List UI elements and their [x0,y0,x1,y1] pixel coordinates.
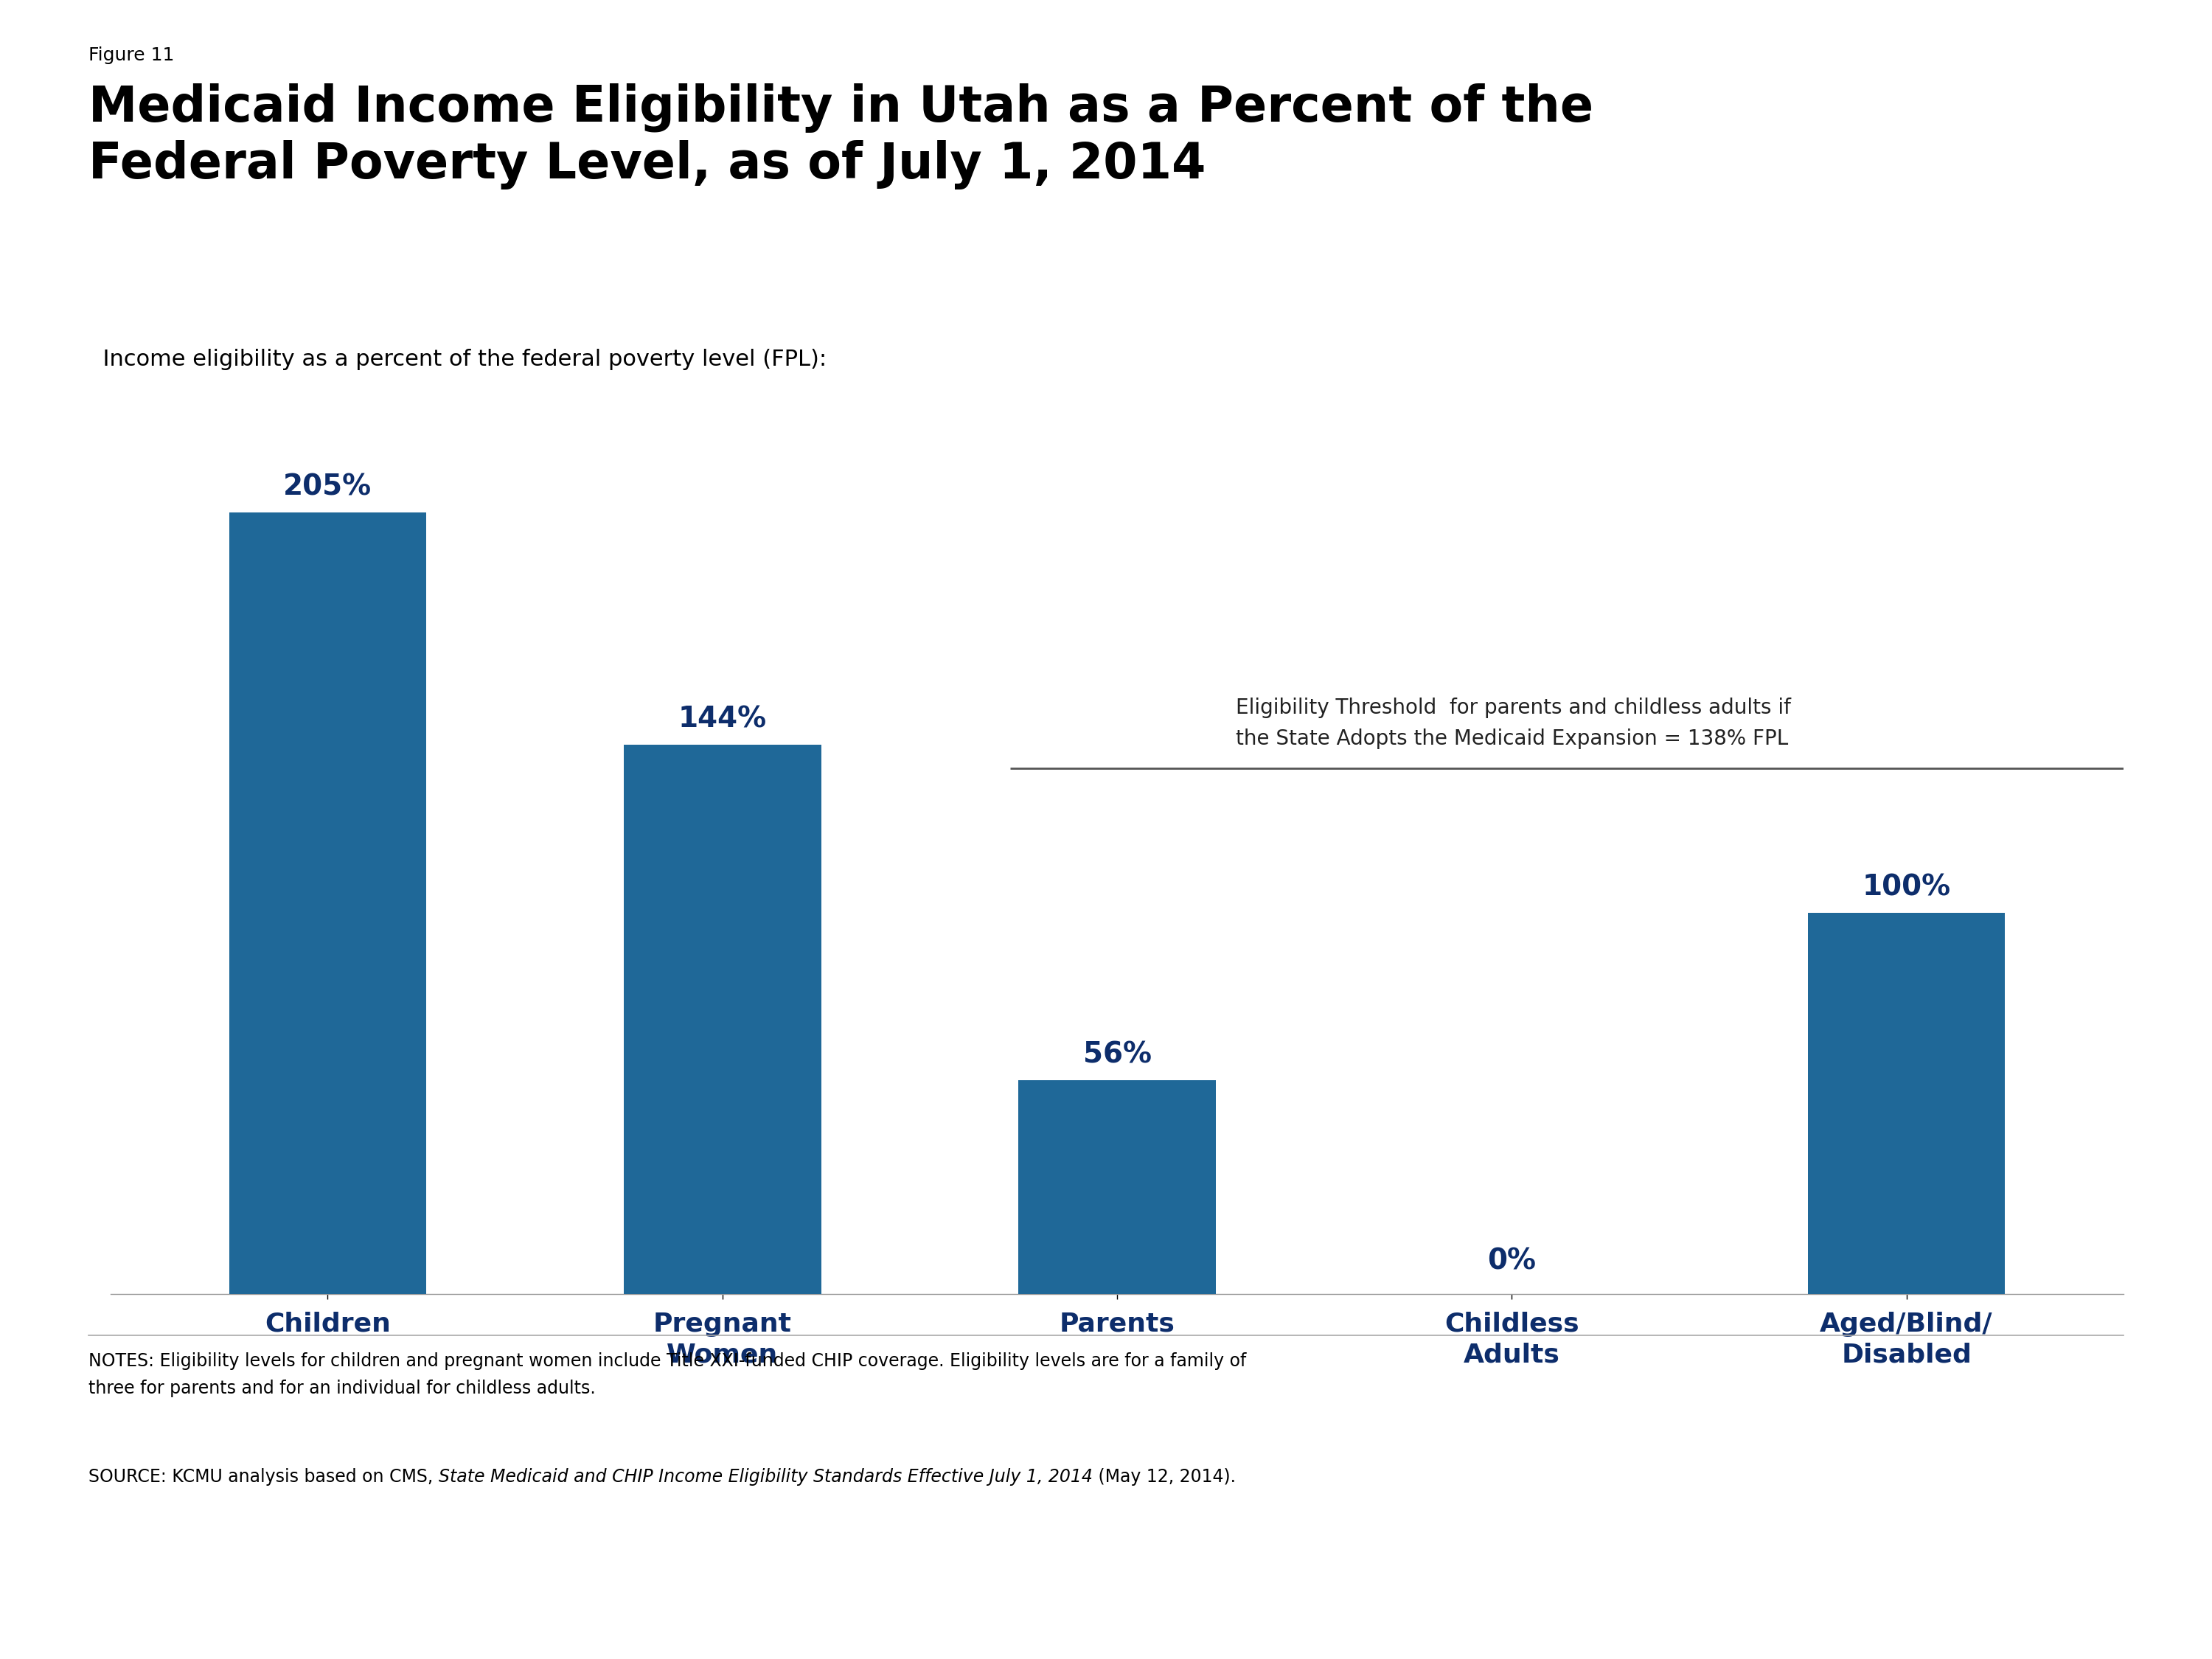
Text: SOURCE: KCMU analysis based on CMS,: SOURCE: KCMU analysis based on CMS, [88,1468,438,1486]
Bar [1807,912,2004,1294]
Bar [230,513,427,1294]
Text: THE HENRY J.: THE HENRY J. [2013,1389,2084,1399]
Text: Figure 11: Figure 11 [88,46,175,65]
Text: KAISER: KAISER [2015,1458,2081,1473]
Text: NOTES: Eligibility levels for children and pregnant women include Title XXI-fund: NOTES: Eligibility levels for children a… [88,1352,1245,1397]
Text: 144%: 144% [679,705,768,733]
Bar [624,745,821,1294]
Text: FOUNDATION: FOUNDATION [2013,1593,2084,1601]
Text: Eligibility Threshold  for parents and childless adults if
the State Adopts the : Eligibility Threshold for parents and ch… [1237,698,1790,748]
Text: 56%: 56% [1084,1042,1152,1068]
Text: 0%: 0% [1486,1248,1535,1276]
Text: (May 12, 2014).: (May 12, 2014). [1093,1468,1237,1486]
Text: Income eligibility as a percent of the federal poverty level (FPL):: Income eligibility as a percent of the f… [88,348,827,370]
Text: 205%: 205% [283,473,372,501]
Bar [1018,1080,1217,1294]
Text: 100%: 100% [1863,873,1951,901]
Text: Medicaid Income Eligibility in Utah as a Percent of the
Federal Poverty Level, a: Medicaid Income Eligibility in Utah as a… [88,83,1593,189]
Text: FAMILY: FAMILY [2017,1501,2079,1516]
Text: State Medicaid and CHIP Income Eligibility Standards Effective July 1, 2014: State Medicaid and CHIP Income Eligibili… [438,1468,1093,1486]
